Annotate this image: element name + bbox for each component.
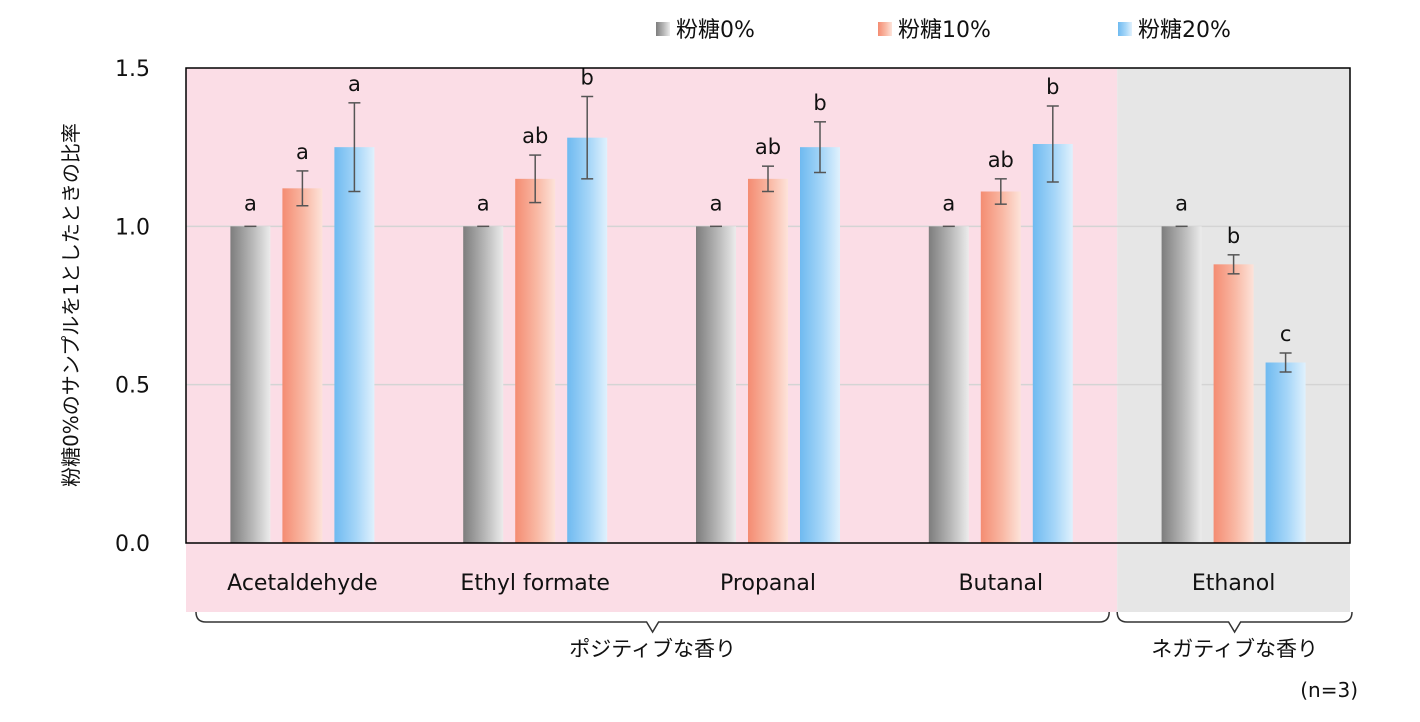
x-category-label: Butanal <box>958 571 1043 596</box>
significance-label: c <box>1280 322 1292 346</box>
bar <box>928 226 969 544</box>
error-bar <box>762 165 774 193</box>
group-label: ポジティブな香り <box>569 637 736 661</box>
error-bar <box>1279 352 1292 373</box>
significance-label: a <box>710 191 723 215</box>
significance-label: b <box>1227 224 1240 248</box>
legend-swatch <box>1118 22 1132 36</box>
legend-swatch <box>656 22 670 36</box>
legend-label: 粉糖10% <box>898 18 991 43</box>
y-tick-label: 1.0 <box>115 215 150 240</box>
bar <box>567 137 608 543</box>
legend-label: 粉糖0% <box>676 18 755 43</box>
y-axis-label: 粉糖0%のサンプルを1としたときの比率 <box>59 123 83 487</box>
legend-item: 粉糖20% <box>1118 18 1231 43</box>
bar <box>1265 362 1306 543</box>
error-bar <box>529 154 542 204</box>
significance-label: a <box>1175 191 1188 215</box>
bar <box>748 178 788 544</box>
y-axis-ticks: 0.0 0.5 1.0 1.5 <box>115 57 150 557</box>
legend-label: 粉糖20% <box>1138 18 1231 43</box>
legend-swatch <box>878 22 892 36</box>
bar <box>282 188 323 544</box>
x-category-label: Ethyl formate <box>460 571 610 596</box>
significance-label: a <box>477 191 490 215</box>
positive-group-background <box>186 68 1118 612</box>
significance-label: a <box>942 191 955 215</box>
error-bar <box>1046 105 1059 183</box>
group-bracket: ネガティブな香り <box>1116 611 1353 661</box>
bar <box>1213 264 1254 543</box>
significance-label: ab <box>988 148 1014 172</box>
legend-item: 粉糖0% <box>656 18 755 43</box>
error-bar <box>296 170 309 207</box>
bar <box>515 178 556 544</box>
y-tick-label: 0.5 <box>115 374 150 399</box>
bar <box>463 226 504 544</box>
error-bar <box>348 102 361 193</box>
error-bar <box>1227 254 1240 275</box>
x-category-label: Propanal <box>720 571 816 596</box>
significance-label: ab <box>522 124 548 148</box>
x-axis-category-labels: Acetaldehyde Ethyl formate Propanal Butanal… <box>227 571 1275 596</box>
sample-size-note: (n=3) <box>1300 678 1358 702</box>
group-label: ネガティブな香り <box>1151 637 1318 661</box>
bar <box>334 147 375 543</box>
bar <box>1161 226 1202 544</box>
plot-frame <box>185 67 1351 544</box>
significance-label: a <box>296 140 309 164</box>
bars <box>230 137 1306 544</box>
error-bar <box>814 121 826 174</box>
significance-label: ab <box>755 135 781 159</box>
error-bar <box>581 95 594 180</box>
significance-label: b <box>581 66 594 90</box>
bar <box>800 147 840 543</box>
bar <box>980 191 1021 543</box>
bar <box>1032 144 1073 543</box>
x-category-label: Ethanol <box>1192 571 1275 596</box>
legend-item: 粉糖10% <box>878 18 991 43</box>
error-bars <box>244 95 1292 373</box>
legend: 粉糖0% 粉糖10% 粉糖20% <box>656 18 1231 43</box>
y-tick-label: 1.5 <box>115 57 150 82</box>
significance-label: b <box>1046 75 1059 99</box>
group-brackets: ポジティブな香り ネガティブな香り <box>195 611 1353 661</box>
significance-label: a <box>348 72 361 96</box>
bar <box>696 226 736 544</box>
group-bracket: ポジティブな香り <box>195 611 1110 661</box>
significance-label: b <box>813 91 826 115</box>
error-bar <box>994 178 1007 205</box>
bar <box>230 226 271 544</box>
y-tick-label: 0.0 <box>115 532 150 557</box>
x-category-label: Acetaldehyde <box>227 571 377 596</box>
significance-label: a <box>244 191 257 215</box>
